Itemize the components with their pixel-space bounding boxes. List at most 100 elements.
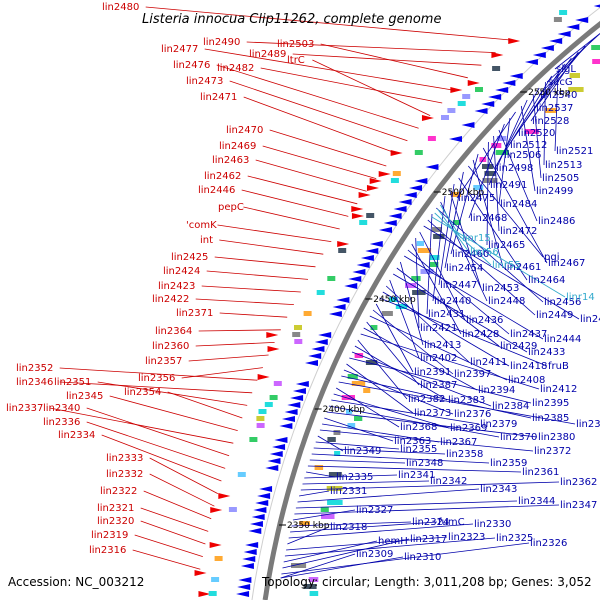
right-leader-line [326, 411, 538, 438]
right-leader-line [341, 375, 532, 419]
right-leader-line [322, 423, 440, 443]
right-gene-label: lin2343 [480, 484, 517, 495]
right-gene-arrow [348, 276, 362, 282]
feature-block [256, 423, 265, 428]
right-gene-label: lin2498 [496, 163, 533, 174]
left-leader-line [219, 239, 324, 255]
feature-block [258, 409, 267, 414]
left-gene-label: lin2346 [16, 377, 53, 388]
feature-block [559, 10, 568, 15]
right-gene-label: lin2460 [452, 249, 489, 260]
right-leader-line [482, 147, 548, 264]
right-gene-arrow [365, 248, 379, 254]
right-gene-label: lin2392 [576, 419, 600, 430]
feature-block [303, 311, 312, 316]
right-leader-line [538, 39, 593, 96]
right-gene-label: lin2455 [580, 314, 600, 325]
right-leader-line [295, 500, 518, 509]
feature-block [327, 437, 336, 442]
rna-leader-line [431, 216, 566, 298]
right-gene-arrow [253, 507, 267, 513]
right-leader-line [450, 153, 479, 255]
right-gene-label: lin2520 [518, 128, 555, 139]
right-leader-line [444, 171, 464, 269]
feature-block [492, 66, 501, 71]
right-gene-label: lin2512 [510, 140, 547, 151]
right-leader-line [498, 117, 511, 205]
right-leader-line [423, 225, 580, 320]
right-gene-arrow [495, 87, 509, 93]
right-gene-label: lin2449 [536, 310, 573, 321]
right-gene-label: lin2491 [490, 180, 527, 191]
kbp-label: 2500 kbp [442, 188, 485, 198]
right-gene-arrow [379, 227, 393, 233]
feature-block [346, 409, 353, 414]
feature-block [292, 332, 301, 337]
feature-block [390, 178, 399, 183]
right-gene-arrow [328, 311, 342, 317]
feature-block [237, 472, 246, 477]
right-gene-label: lin2342 [430, 476, 467, 487]
right-gene-label: lin2330 [474, 519, 511, 530]
left-leader-line [198, 329, 281, 332]
feature-block [273, 381, 282, 386]
feature-block [447, 108, 456, 113]
backbone-outer-ring [251, 6, 600, 600]
feature-block [389, 297, 398, 302]
right-gene-label: lin2486 [538, 216, 575, 227]
right-leader-line [382, 291, 510, 367]
right-gene-label: lin2408 [508, 375, 545, 386]
right-gene-arrow [352, 269, 366, 275]
left-gene-label: lin2351 [54, 377, 91, 388]
right-gene-arrow [575, 17, 589, 23]
right-leader-line [520, 105, 536, 192]
feature-block [392, 171, 401, 176]
left-leader-line [204, 48, 455, 91]
feature-block [294, 339, 303, 344]
right-gene-arrow [292, 388, 306, 394]
feature-block [553, 17, 562, 22]
right-gene-label: lin2358 [446, 449, 483, 460]
right-gene-arrow [481, 101, 495, 107]
right-gene-label: lin2433 [528, 347, 565, 358]
left-gene-label: lin2354 [124, 387, 161, 398]
left-gene-label: lin2470 [226, 125, 263, 136]
right-gene-label: lin2412 [540, 384, 577, 395]
right-gene-arrow [383, 220, 397, 226]
left-gene-arrow [198, 591, 211, 597]
right-leader-line [530, 51, 579, 122]
right-leader-line [351, 351, 492, 407]
left-leader-line [260, 67, 443, 104]
left-gene-arrow [358, 192, 371, 198]
rna-leader-line [434, 212, 492, 266]
feature-block [591, 45, 600, 50]
right-gene-label: lin2348 [406, 458, 443, 469]
left-leader-line [241, 189, 349, 217]
right-gene-arrow [240, 563, 254, 569]
left-gene-arrow [209, 542, 222, 548]
right-leader-line [288, 523, 474, 539]
right-gene-label: lin2521 [556, 146, 593, 157]
right-gene-label: fumC [438, 517, 465, 528]
left-gene-label: lin2319 [91, 530, 128, 541]
right-gene-label: lin2464 [528, 275, 565, 286]
left-leader-line [86, 407, 230, 457]
right-gene-label: lin2499 [536, 186, 573, 197]
gene-features [194, 4, 600, 597]
left-leader-line [101, 434, 222, 482]
right-leader-line [385, 285, 470, 363]
feature-block [328, 472, 342, 477]
feature-block [334, 451, 341, 456]
right-gene-label: lin2341 [398, 470, 435, 481]
left-leader-line [149, 457, 218, 494]
right-leader-line [309, 459, 406, 464]
right-gene-label: lin2317 [410, 534, 447, 545]
right-leader-line [534, 45, 586, 109]
left-leader-line [214, 256, 316, 268]
left-leader-line [59, 381, 253, 394]
feature-block [326, 486, 343, 491]
right-gene-label: lin2413 [424, 340, 461, 351]
right-gene-label: lin2369 [450, 423, 487, 434]
right-gene-arrow [242, 556, 256, 562]
right-leader-line [291, 521, 412, 527]
